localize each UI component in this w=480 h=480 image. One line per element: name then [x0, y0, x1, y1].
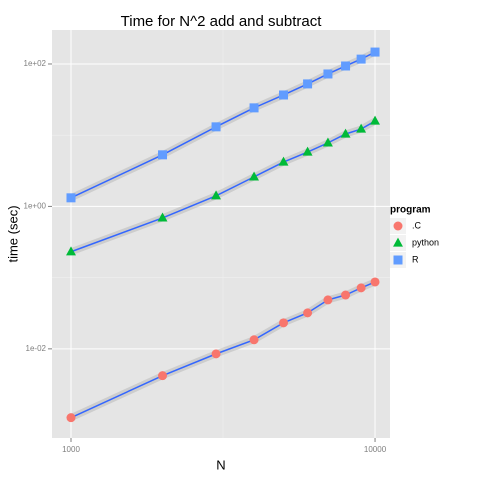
- marker: [370, 47, 380, 57]
- marker: [323, 69, 333, 79]
- marker: [341, 290, 351, 300]
- marker: [158, 371, 168, 381]
- smooth-line: [70, 281, 376, 419]
- marker: [356, 123, 367, 133]
- marker: [341, 61, 351, 71]
- marker: [370, 115, 380, 125]
- marker: [66, 246, 76, 256]
- smooth-line: [70, 120, 376, 253]
- marker: [340, 128, 351, 138]
- x-tick-label: 1000: [62, 445, 80, 454]
- y-tick-label: 1e+00: [24, 202, 47, 211]
- marker: [322, 137, 333, 147]
- legend-label: R: [412, 254, 419, 264]
- marker: [279, 318, 289, 328]
- marker: [249, 103, 259, 113]
- marker: [158, 150, 168, 160]
- smooth-line: [70, 51, 376, 199]
- marker: [356, 54, 366, 64]
- x-axis-title: N: [216, 457, 225, 472]
- marker: [249, 171, 259, 181]
- marker: [323, 295, 333, 305]
- marker: [302, 146, 313, 156]
- marker: [278, 156, 289, 166]
- marker: [211, 122, 221, 132]
- marker: [279, 90, 289, 100]
- marker: [66, 413, 76, 423]
- marker: [157, 212, 168, 222]
- marker: [303, 308, 313, 318]
- marker: [211, 349, 221, 359]
- legend-title: program: [390, 205, 431, 216]
- marker: [303, 79, 313, 89]
- legend-marker: [393, 237, 403, 247]
- y-tick-label: 1e+02: [24, 59, 47, 68]
- marker: [356, 283, 366, 293]
- marker: [66, 193, 76, 203]
- x-tick-label: 10000: [364, 445, 387, 454]
- legend-label: .C: [412, 220, 422, 230]
- marker: [249, 335, 259, 345]
- legend-marker: [393, 255, 403, 265]
- marker: [211, 190, 222, 200]
- legend-marker: [393, 221, 403, 231]
- panel: [52, 30, 390, 438]
- y-axis-title: time (sec): [5, 205, 20, 262]
- marker: [370, 277, 380, 287]
- chart-title: Time for N^2 add and subtract: [121, 13, 323, 30]
- legend-label: python: [412, 237, 439, 247]
- y-tick-label: 1e-02: [26, 344, 47, 353]
